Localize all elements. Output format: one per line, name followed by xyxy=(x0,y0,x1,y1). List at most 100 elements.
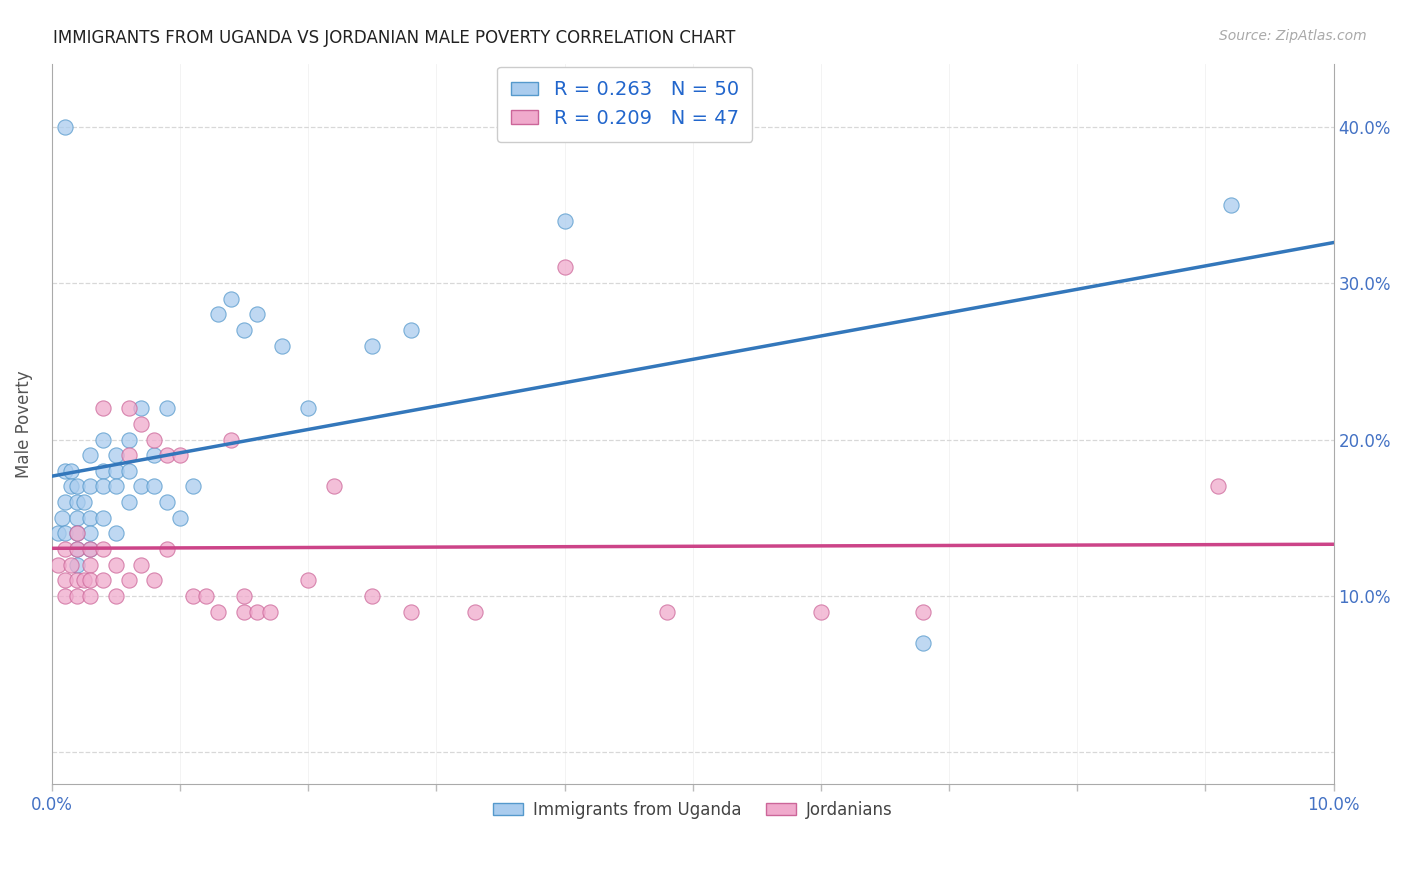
Point xyxy=(79,448,101,462)
Point xyxy=(104,589,127,603)
Point xyxy=(233,605,256,619)
Point xyxy=(118,574,141,588)
Point xyxy=(51,510,73,524)
Point xyxy=(143,433,166,447)
Point xyxy=(79,479,101,493)
Point xyxy=(271,339,294,353)
Point xyxy=(53,542,76,557)
Text: IMMIGRANTS FROM UGANDA VS JORDANIAN MALE POVERTY CORRELATION CHART: IMMIGRANTS FROM UGANDA VS JORDANIAN MALE… xyxy=(53,29,735,47)
Point xyxy=(297,574,319,588)
Point xyxy=(79,542,101,557)
Point xyxy=(246,307,269,321)
Point xyxy=(118,464,141,478)
Point xyxy=(104,479,127,493)
Point xyxy=(169,510,191,524)
Point xyxy=(91,479,114,493)
Point xyxy=(91,574,114,588)
Point xyxy=(361,339,384,353)
Point xyxy=(156,495,179,509)
Point xyxy=(66,479,89,493)
Point xyxy=(66,510,89,524)
Point xyxy=(66,526,89,541)
Point xyxy=(66,558,89,572)
Point xyxy=(46,558,69,572)
Point xyxy=(66,574,89,588)
Point xyxy=(399,605,422,619)
Point xyxy=(53,589,76,603)
Point xyxy=(1206,479,1229,493)
Point xyxy=(143,574,166,588)
Point xyxy=(131,417,153,431)
Point xyxy=(810,605,832,619)
Point xyxy=(91,542,114,557)
Point xyxy=(79,558,101,572)
Point xyxy=(131,479,153,493)
Point xyxy=(219,292,242,306)
Point xyxy=(233,323,256,337)
Point xyxy=(297,401,319,416)
Point xyxy=(53,574,76,588)
Point xyxy=(181,589,204,603)
Point xyxy=(53,120,76,134)
Point xyxy=(131,558,153,572)
Point xyxy=(104,448,127,462)
Point xyxy=(79,574,101,588)
Point xyxy=(66,542,89,557)
Point xyxy=(219,433,242,447)
Point xyxy=(118,433,141,447)
Point xyxy=(104,526,127,541)
Point xyxy=(1220,198,1243,212)
Point xyxy=(464,605,486,619)
Point xyxy=(361,589,384,603)
Point xyxy=(73,574,96,588)
Point xyxy=(181,479,204,493)
Point xyxy=(194,589,217,603)
Point xyxy=(59,479,82,493)
Point xyxy=(655,605,678,619)
Point xyxy=(131,401,153,416)
Point xyxy=(46,526,69,541)
Point xyxy=(59,464,82,478)
Point xyxy=(233,589,256,603)
Point xyxy=(53,495,76,509)
Point xyxy=(156,401,179,416)
Point xyxy=(104,558,127,572)
Point xyxy=(156,542,179,557)
Point xyxy=(143,448,166,462)
Point xyxy=(91,510,114,524)
Point xyxy=(259,605,281,619)
Point xyxy=(169,448,191,462)
Point xyxy=(79,510,101,524)
Point xyxy=(66,542,89,557)
Point xyxy=(322,479,344,493)
Point xyxy=(553,260,575,275)
Point xyxy=(73,495,96,509)
Point xyxy=(66,495,89,509)
Point xyxy=(79,542,101,557)
Point xyxy=(118,401,141,416)
Point xyxy=(912,636,935,650)
Point xyxy=(143,479,166,493)
Point xyxy=(91,433,114,447)
Point xyxy=(79,589,101,603)
Point xyxy=(553,213,575,227)
Point xyxy=(399,323,422,337)
Point xyxy=(118,448,141,462)
Point xyxy=(66,589,89,603)
Point xyxy=(912,605,935,619)
Point xyxy=(246,605,269,619)
Point xyxy=(53,526,76,541)
Point xyxy=(59,558,82,572)
Point xyxy=(91,401,114,416)
Point xyxy=(104,464,127,478)
Y-axis label: Male Poverty: Male Poverty xyxy=(15,370,32,478)
Point xyxy=(53,464,76,478)
Legend: Immigrants from Uganda, Jordanians: Immigrants from Uganda, Jordanians xyxy=(486,795,900,826)
Point xyxy=(66,526,89,541)
Point xyxy=(79,526,101,541)
Text: Source: ZipAtlas.com: Source: ZipAtlas.com xyxy=(1219,29,1367,44)
Point xyxy=(91,464,114,478)
Point xyxy=(156,448,179,462)
Point xyxy=(207,605,229,619)
Point xyxy=(118,495,141,509)
